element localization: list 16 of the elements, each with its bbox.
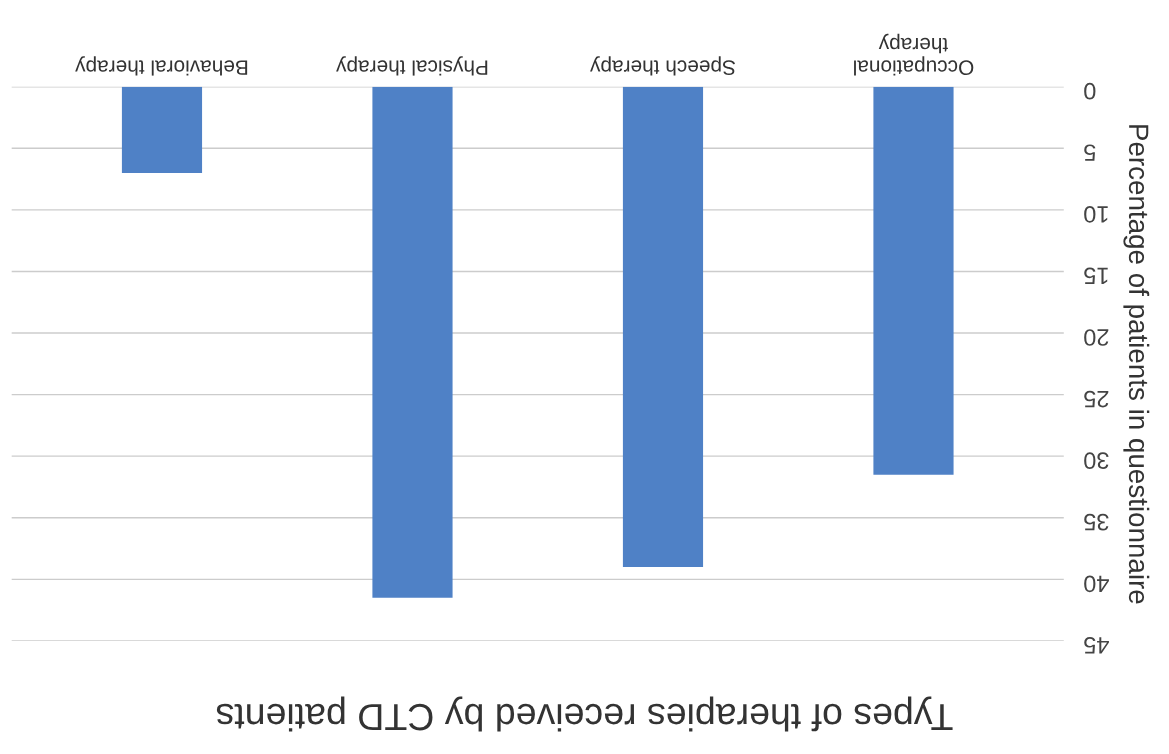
- x-tick-label: Occupational therapy: [854, 33, 974, 76]
- text: Types of therapies received by CTD patients: [216, 696, 953, 732]
- y-tick-label: 45: [1084, 637, 1109, 654]
- y-axis-title: Percentage of patients in questionnaire: [1123, 125, 1150, 604]
- y-tick-label: 10: [1084, 205, 1108, 223]
- y-tick-label: 25: [1084, 390, 1109, 408]
- x-tick-label: Physical therapy: [336, 56, 488, 76]
- y-tick-label: 15: [1084, 267, 1108, 285]
- y-tick-label: 5: [1084, 144, 1096, 161]
- y-tick-label: 30: [1084, 452, 1109, 469]
- y-tick-label: 20: [1084, 329, 1109, 346]
- y-tick-label: 40: [1084, 575, 1109, 593]
- x-tick-label: Behavioral therapy: [75, 56, 248, 76]
- y-tick-label: 0: [1084, 82, 1096, 100]
- y-tick-label: 35: [1084, 513, 1109, 531]
- x-tick-label: Speech therapy: [590, 56, 736, 76]
